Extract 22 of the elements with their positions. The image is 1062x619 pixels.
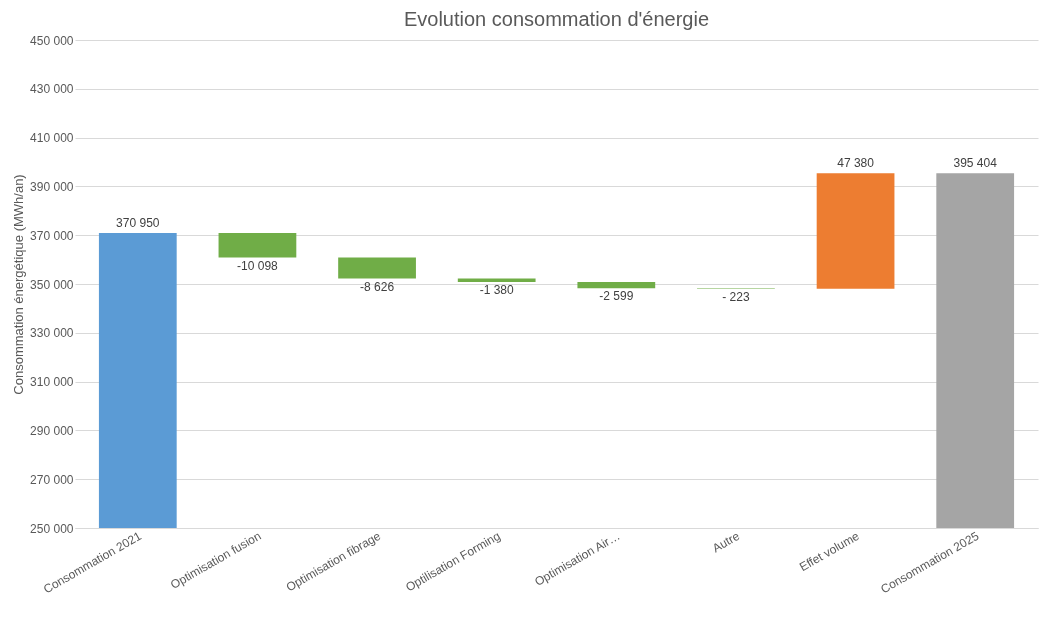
y-tick-label: 410 000 — [30, 131, 74, 146]
y-tick-label: 270 000 — [30, 472, 74, 487]
y-tick-label: 450 000 — [30, 33, 74, 48]
data-label: 47 380 — [837, 156, 875, 171]
x-tick-label: Autre — [710, 528, 743, 556]
data-label: 395 404 — [953, 156, 998, 171]
y-tick-label: 430 000 — [30, 82, 74, 97]
y-tick-label: 350 000 — [30, 277, 74, 292]
y-tick-label: 250 000 — [30, 521, 74, 536]
data-label: -10 098 — [237, 258, 279, 273]
data-label: -2 599 — [599, 289, 634, 304]
data-label: - 223 — [722, 289, 750, 304]
data-label: -1 380 — [479, 282, 515, 297]
y-tick-label: 290 000 — [30, 423, 74, 438]
data-label: 370 950 — [116, 215, 160, 230]
chart-title: Evolution consommation d'énergie — [403, 8, 710, 30]
y-axis-title: Consommation énergétique (MWh/an) — [11, 174, 27, 395]
data-label: -8 626 — [360, 279, 395, 294]
y-tick-label: 390 000 — [30, 179, 74, 194]
y-tick-label: 370 000 — [30, 228, 74, 243]
y-tick-label: 310 000 — [30, 375, 74, 390]
y-tick-label: 330 000 — [30, 326, 74, 341]
